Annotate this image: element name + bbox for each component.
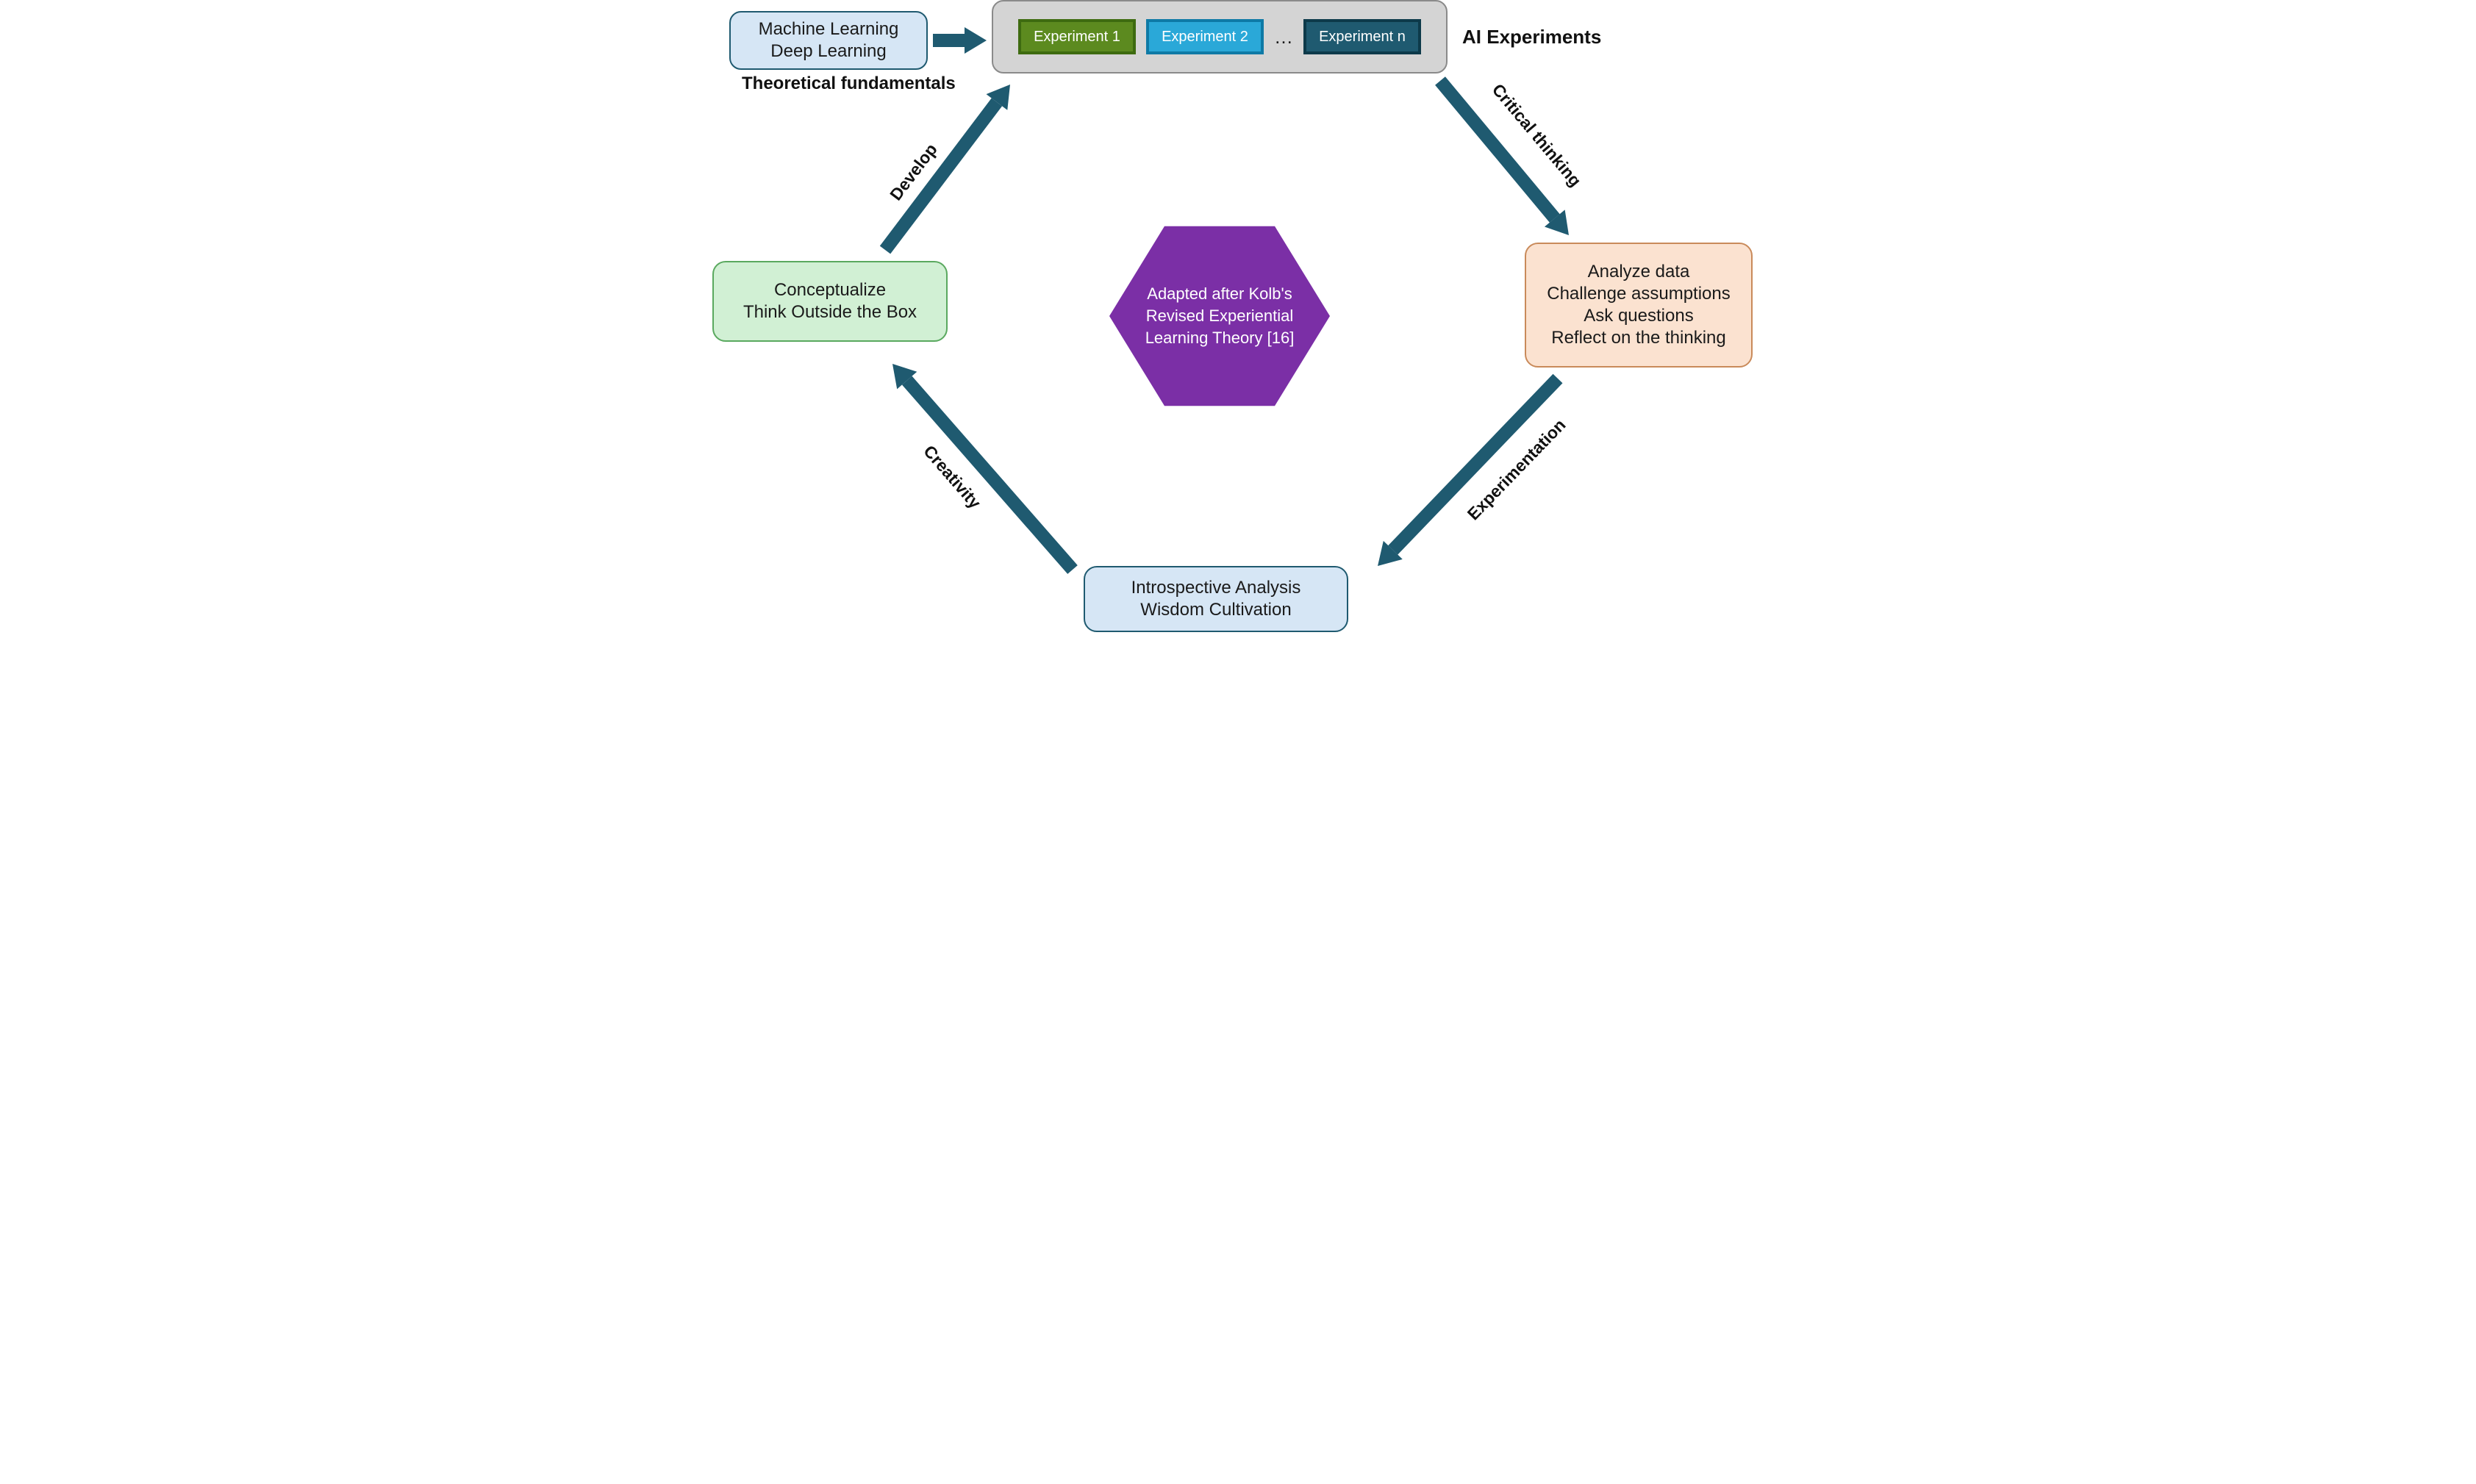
- box-line: Challenge assumptions: [1547, 283, 1730, 305]
- experiment-ellipsis: …: [1274, 25, 1293, 49]
- arrow-critical-thinking: [1440, 81, 1555, 218]
- arrow-develop: [885, 102, 997, 250]
- box-line: Reflect on the thinking: [1551, 327, 1725, 349]
- center-hexagon: Adapted after Kolb's Revised Experientia…: [1109, 221, 1330, 412]
- hex-text: Adapted after Kolb's Revised Experientia…: [1125, 283, 1315, 348]
- diagram-stage: Machine Learning Deep Learning Theoretic…: [701, 0, 1775, 643]
- experiment-chip-n: Experiment n: [1303, 19, 1421, 54]
- arrowhead-develop: [987, 85, 1010, 110]
- box-line: Machine Learning: [759, 18, 899, 40]
- arrow-label-experimentation: Experimentation: [1464, 415, 1570, 524]
- box-ai-experiments: Experiment 1 Experiment 2 … Experiment n: [992, 0, 1448, 74]
- arrowhead-critical-thinking: [1545, 209, 1569, 235]
- box-line: Introspective Analysis: [1131, 577, 1301, 599]
- box-line: Wisdom Cultivation: [1140, 599, 1291, 621]
- hex-line: Learning Theory [16]: [1145, 327, 1295, 349]
- arrowhead-creativity: [892, 364, 917, 389]
- arrow-experimentation: [1393, 379, 1558, 550]
- box-introspective: Introspective Analysis Wisdom Cultivatio…: [1084, 566, 1348, 632]
- hex-line: Revised Experiential: [1145, 305, 1295, 327]
- label-ai-experiments: AI Experiments: [1462, 26, 1601, 49]
- box-ml-dl: Machine Learning Deep Learning: [729, 11, 928, 70]
- hex-line: Adapted after Kolb's: [1145, 283, 1295, 305]
- experiment-chip-row: Experiment 1 Experiment 2 … Experiment n: [1018, 19, 1421, 54]
- arrow-creativity: [907, 381, 1073, 570]
- box-line: Ask questions: [1584, 305, 1693, 327]
- arrowhead-experimentation: [1378, 541, 1403, 566]
- label-theoretical-fundamentals: Theoretical fundamentals: [742, 74, 956, 94]
- box-line: Conceptualize: [774, 279, 886, 301]
- arrowhead-mldl-to-experiments: [965, 27, 987, 54]
- experiment-chip-1: Experiment 1: [1018, 19, 1136, 54]
- arrow-label-develop: Develop: [886, 140, 941, 204]
- box-line: Analyze data: [1588, 261, 1690, 283]
- arrow-label-creativity: Creativity: [920, 442, 985, 512]
- experiment-chip-2: Experiment 2: [1146, 19, 1264, 54]
- box-line: Think Outside the Box: [743, 301, 917, 323]
- box-analyze: Analyze data Challenge assumptions Ask q…: [1525, 243, 1753, 368]
- box-conceptualize: Conceptualize Think Outside the Box: [712, 261, 948, 342]
- arrow-label-critical-thinking: Critical thinking: [1489, 80, 1586, 190]
- box-line: Deep Learning: [770, 40, 886, 62]
